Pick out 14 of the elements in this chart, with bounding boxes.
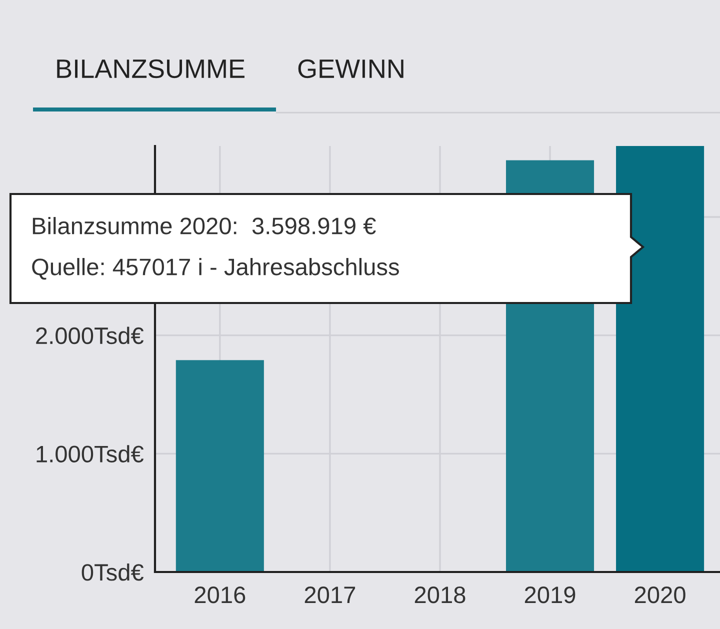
x-tick-label: 2020 xyxy=(634,586,686,604)
text: GEWINN xyxy=(298,59,404,78)
x-tick-label: 2019 xyxy=(524,586,576,604)
chart-title: BILANZSUMME xyxy=(57,59,244,78)
y-tick-label: 0Tsd€ xyxy=(82,563,144,581)
y-tick-label: 1.000Tsd€ xyxy=(36,445,144,462)
y-tick-label: 2.000Tsd€ xyxy=(36,326,144,344)
bar xyxy=(616,146,704,572)
annotation: Bilanzsumme 2020: 3.598.919 € xyxy=(32,216,376,234)
x-tick-label: 2016 xyxy=(194,586,246,604)
annotation: Quelle: 457017 i - Jahresabschluss xyxy=(32,258,399,280)
x-tick-label: 2018 xyxy=(414,586,466,604)
bar xyxy=(176,360,264,572)
x-tick-label: 2017 xyxy=(304,586,356,604)
